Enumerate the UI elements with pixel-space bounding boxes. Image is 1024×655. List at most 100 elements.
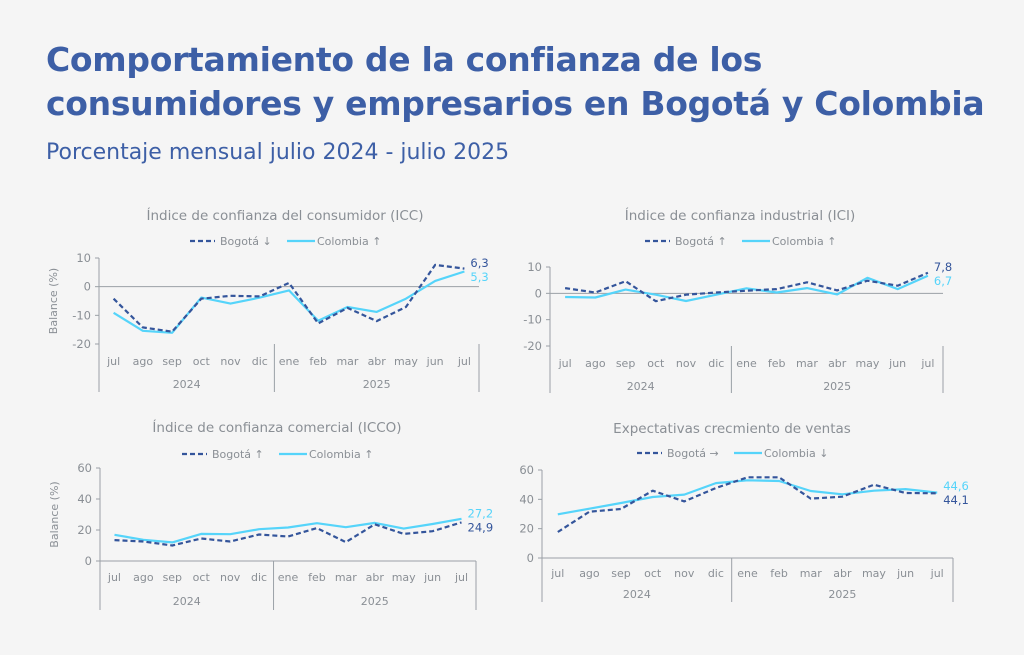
y-axis-label: Balance (%) [48, 481, 61, 547]
x-tick-label: may [392, 571, 416, 584]
end-label-bogota: 24,9 [468, 521, 494, 535]
x-group-label: 2024 [173, 595, 201, 608]
end-label-bogota: 6,3 [470, 256, 488, 270]
x-tick-label: jul [920, 357, 934, 370]
x-tick-label: sep [611, 567, 630, 580]
legend-label-bogota: Bogotá ↑ [675, 235, 727, 248]
end-label-colombia: 5,3 [470, 270, 488, 284]
series-line-bogota [564, 271, 929, 303]
legend-label-colombia: Colombia ↑ [309, 448, 373, 461]
y-tick-label: 60 [519, 463, 534, 477]
x-tick-label: sep [162, 355, 181, 368]
chart-title: Expectativas crecmiento de ventas [613, 421, 851, 437]
legend-label-colombia: Colombia ↑ [772, 235, 836, 248]
x-group-label: 2024 [173, 378, 201, 391]
x-tick-label: ene [736, 357, 757, 370]
y-tick-label: 60 [77, 461, 92, 475]
end-label-bogota: 44,1 [943, 493, 969, 507]
x-tick-label: jul [558, 357, 572, 370]
x-tick-label: jun [423, 571, 441, 584]
x-tick-label: dic [251, 571, 267, 584]
x-tick-label: mar [796, 357, 818, 370]
y-tick-label: -20 [72, 337, 91, 351]
series-line-colombia [565, 274, 929, 303]
x-tick-label: ene [279, 355, 300, 368]
chart-title: Índice de confianza del consumidor (ICC) [147, 207, 424, 224]
x-tick-label: mar [336, 355, 358, 368]
legend-label-bogota: Bogotá → [667, 447, 719, 460]
x-tick-label: oct [647, 357, 665, 370]
x-tick-label: jun [896, 567, 914, 580]
series-line-colombia [113, 270, 465, 334]
legend-label-bogota: Bogotá ↑ [212, 448, 264, 461]
y-tick-label: 20 [77, 523, 92, 537]
x-tick-label: nov [676, 357, 697, 370]
x-tick-label: nov [220, 571, 241, 584]
x-tick-label: may [862, 567, 886, 580]
x-tick-label: ago [585, 357, 606, 370]
chart-title: Índice de confianza comercial (ICCO) [152, 419, 401, 436]
series-line-colombia [114, 517, 462, 544]
x-tick-label: feb [770, 567, 788, 580]
x-tick-label: feb [309, 355, 327, 368]
x-tick-label: oct [644, 567, 662, 580]
series-line-colombia [557, 479, 938, 516]
x-tick-label: ene [278, 571, 299, 584]
y-tick-label: 0 [84, 280, 91, 294]
x-tick-label: ene [737, 567, 758, 580]
x-group-label: 2025 [361, 595, 389, 608]
legend-label-bogota: Bogotá ↓ [220, 235, 272, 248]
x-group-label: 2024 [627, 380, 655, 393]
x-tick-label: abr [828, 357, 847, 370]
x-tick-label: sep [163, 571, 182, 584]
page-subtitle: Porcentaje mensual julio 2024 - julio 20… [46, 140, 510, 165]
y-tick-label: 40 [519, 492, 534, 506]
x-tick-label: may [855, 357, 879, 370]
x-tick-label: oct [193, 355, 211, 368]
x-tick-label: ago [579, 567, 600, 580]
x-group-label: 2024 [623, 588, 651, 601]
x-tick-label: may [394, 355, 418, 368]
x-tick-label: feb [768, 357, 786, 370]
end-label-colombia: 6,7 [934, 274, 952, 288]
x-tick-label: jul [457, 355, 471, 368]
x-tick-label: jul [454, 571, 468, 584]
y-tick-label: 10 [527, 260, 542, 274]
x-tick-label: abr [833, 567, 852, 580]
x-tick-label: jul [106, 355, 120, 368]
end-label-colombia: 44,6 [943, 479, 969, 493]
chart-ventas: Expectativas crecmiento de ventas Bogotá … [519, 421, 969, 602]
x-tick-label: ago [133, 571, 154, 584]
page-title: Comportamiento de la confianza de los con… [46, 40, 985, 123]
y-tick-label: 10 [76, 251, 91, 265]
chart-title: Índice de confianza industrial (ICI) [625, 207, 856, 224]
x-tick-label: jul [930, 567, 944, 580]
legend-label-colombia: Colombia ↓ [764, 447, 828, 460]
x-tick-label: jul [107, 571, 121, 584]
end-label-bogota: 7,8 [934, 260, 952, 274]
x-tick-label: mar [335, 571, 357, 584]
x-tick-label: ago [133, 355, 154, 368]
y-tick-label: -10 [523, 313, 542, 327]
x-tick-label: dic [708, 567, 724, 580]
y-axis-label: Balance (%) [47, 268, 60, 334]
y-tick-label: -10 [72, 308, 91, 322]
series-line-bogota [112, 263, 465, 333]
x-tick-label: feb [308, 571, 326, 584]
chart-icco: Índice de confianza comercial (ICCO) Bogo… [48, 419, 494, 610]
x-tick-label: dic [708, 357, 724, 370]
x-tick-label: nov [220, 355, 241, 368]
y-tick-label: 0 [527, 551, 534, 565]
y-tick-label: 0 [85, 554, 92, 568]
y-tick-label: 40 [77, 492, 92, 506]
x-tick-label: abr [366, 571, 385, 584]
x-tick-label: jun [888, 357, 906, 370]
y-tick-label: 0 [535, 286, 542, 300]
x-tick-label: sep [616, 357, 635, 370]
legend-label-colombia: Colombia ↑ [317, 235, 381, 248]
x-tick-label: dic [252, 355, 268, 368]
x-group-label: 2025 [828, 588, 856, 601]
x-tick-label: abr [368, 355, 387, 368]
x-group-label: 2025 [823, 380, 851, 393]
